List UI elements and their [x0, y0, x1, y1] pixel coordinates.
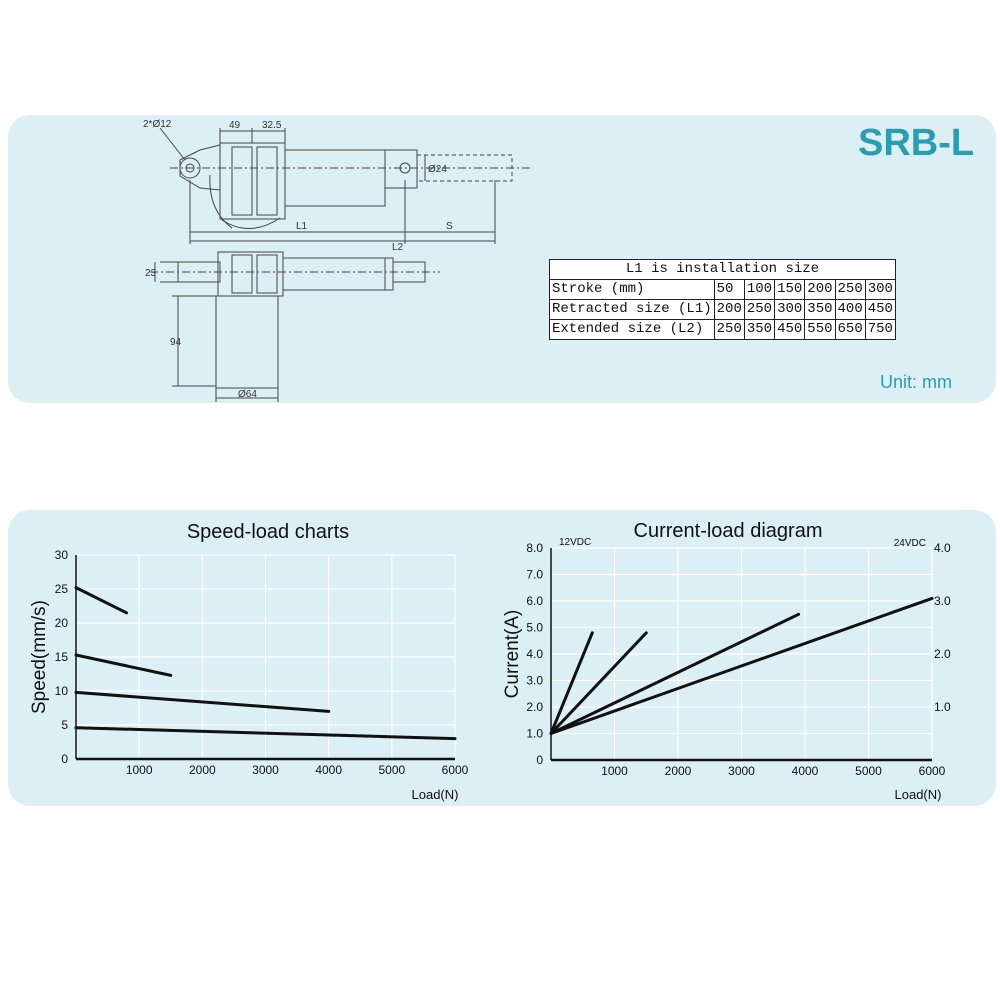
- dim-label-23: 23: [145, 268, 157, 279]
- x-tick-label: 5000: [378, 763, 405, 777]
- x-tick-label: 3000: [252, 763, 279, 777]
- series-line: [74, 690, 331, 713]
- dim-label-32-5: 32.5: [262, 120, 282, 131]
- x-tick-label: 1000: [601, 764, 628, 778]
- table-row: Extended size (L2) 250 350 450 550 650 7…: [549, 319, 896, 340]
- y2-tick-label: 1.0: [934, 700, 951, 714]
- x-tick-label: 3000: [728, 764, 755, 778]
- x-axis-label: Load(N): [895, 787, 942, 802]
- x-tick-label: 6000: [442, 763, 469, 777]
- y-tick-label: 3.0: [526, 674, 543, 688]
- table-cell: 450: [774, 319, 806, 340]
- series-line: [549, 612, 801, 735]
- row-label: Stroke (mm): [549, 279, 715, 300]
- y-tick-label: 2.0: [526, 700, 543, 714]
- table-cell: 350: [743, 319, 776, 340]
- table-cell: 300: [864, 279, 896, 300]
- row-label: Retracted size (L1): [549, 299, 715, 320]
- table-cell: 250: [743, 299, 776, 320]
- table-cell: 100: [743, 279, 776, 300]
- dim-label-motor-dia: Ø64: [238, 389, 257, 400]
- y-tick-label: 7.0: [526, 568, 543, 582]
- table-cell: 50: [713, 279, 745, 300]
- series-line: [74, 653, 173, 677]
- x-tick-label: 5000: [855, 764, 882, 778]
- y-tick-label: 6.0: [526, 594, 543, 608]
- row-label: Extended size (L2): [549, 319, 715, 340]
- y-tick-label: 1.0: [526, 727, 543, 741]
- x-tick-label: 1000: [126, 763, 153, 777]
- actuator-dimension-drawing: 2*Ø12 49 32.5 Ø24 L1 S L2 23 94 Ø64: [143, 119, 530, 402]
- left-axis-note: 12VDC: [559, 537, 591, 548]
- table-cell: 400: [834, 299, 866, 320]
- y-tick-label: 4.0: [526, 647, 543, 661]
- y-axis-label: Current(A): [502, 610, 523, 699]
- series-line: [549, 631, 648, 735]
- table-cell: 550: [804, 319, 836, 340]
- y-tick-label: 8.0: [526, 541, 543, 555]
- y-tick-label: 5.0: [526, 621, 543, 635]
- y-tick-label: 5: [61, 718, 68, 732]
- table-row: Stroke (mm) 50 100 150 200 250 300: [549, 279, 896, 300]
- size-spec-table: L1 is installation size Stroke (mm) 50 1…: [549, 259, 896, 340]
- table-cell: 250: [834, 279, 866, 300]
- charts-panel: [8, 510, 996, 806]
- table-cell: 750: [864, 319, 896, 340]
- x-tick-label: 2000: [665, 764, 692, 778]
- y-tick-label: 0: [61, 752, 68, 766]
- dim-label-94: 94: [170, 337, 182, 348]
- series-line: [74, 586, 128, 615]
- series-line: [74, 726, 457, 741]
- chart-title: Current-load diagram: [634, 520, 823, 542]
- dim-label-hole: 2*Ø12: [143, 119, 172, 130]
- x-tick-label: 6000: [919, 764, 946, 778]
- y-tick-label: 30: [55, 548, 69, 562]
- series-line: [549, 631, 594, 735]
- unit-note: Unit: mm: [880, 372, 952, 392]
- y2-tick-label: 4.0: [934, 541, 951, 555]
- table-cell: 650: [834, 319, 866, 340]
- x-axis-label: Load(N): [412, 787, 459, 802]
- table-cell: 200: [804, 279, 836, 300]
- table-cell: 150: [774, 279, 806, 300]
- product-model-title: SRB-L: [858, 122, 975, 164]
- y-tick-label: 0: [536, 753, 543, 767]
- dim-label-s: S: [446, 221, 453, 232]
- right-axis-note: 24VDC: [894, 538, 926, 549]
- series-line: [549, 596, 934, 735]
- x-tick-label: 2000: [189, 763, 216, 777]
- chart-title: Speed-load charts: [187, 521, 349, 543]
- y-axis-label: Speed(mm/s): [29, 600, 50, 714]
- dim-label-l1: L1: [296, 221, 308, 232]
- x-tick-label: 4000: [792, 764, 819, 778]
- y-tick-label: 25: [55, 582, 69, 596]
- dim-label-rod-dia: Ø24: [428, 164, 447, 175]
- y-tick-label: 20: [55, 616, 69, 630]
- x-tick-label: 4000: [315, 763, 342, 777]
- y-tick-label: 15: [55, 650, 69, 664]
- table-cell: 250: [713, 319, 745, 340]
- dim-label-l2: L2: [392, 242, 404, 253]
- y2-tick-label: 2.0: [934, 647, 951, 661]
- y2-tick-label: 3.0: [934, 594, 951, 608]
- y-tick-label: 10: [55, 684, 69, 698]
- dim-label-49: 49: [229, 120, 241, 131]
